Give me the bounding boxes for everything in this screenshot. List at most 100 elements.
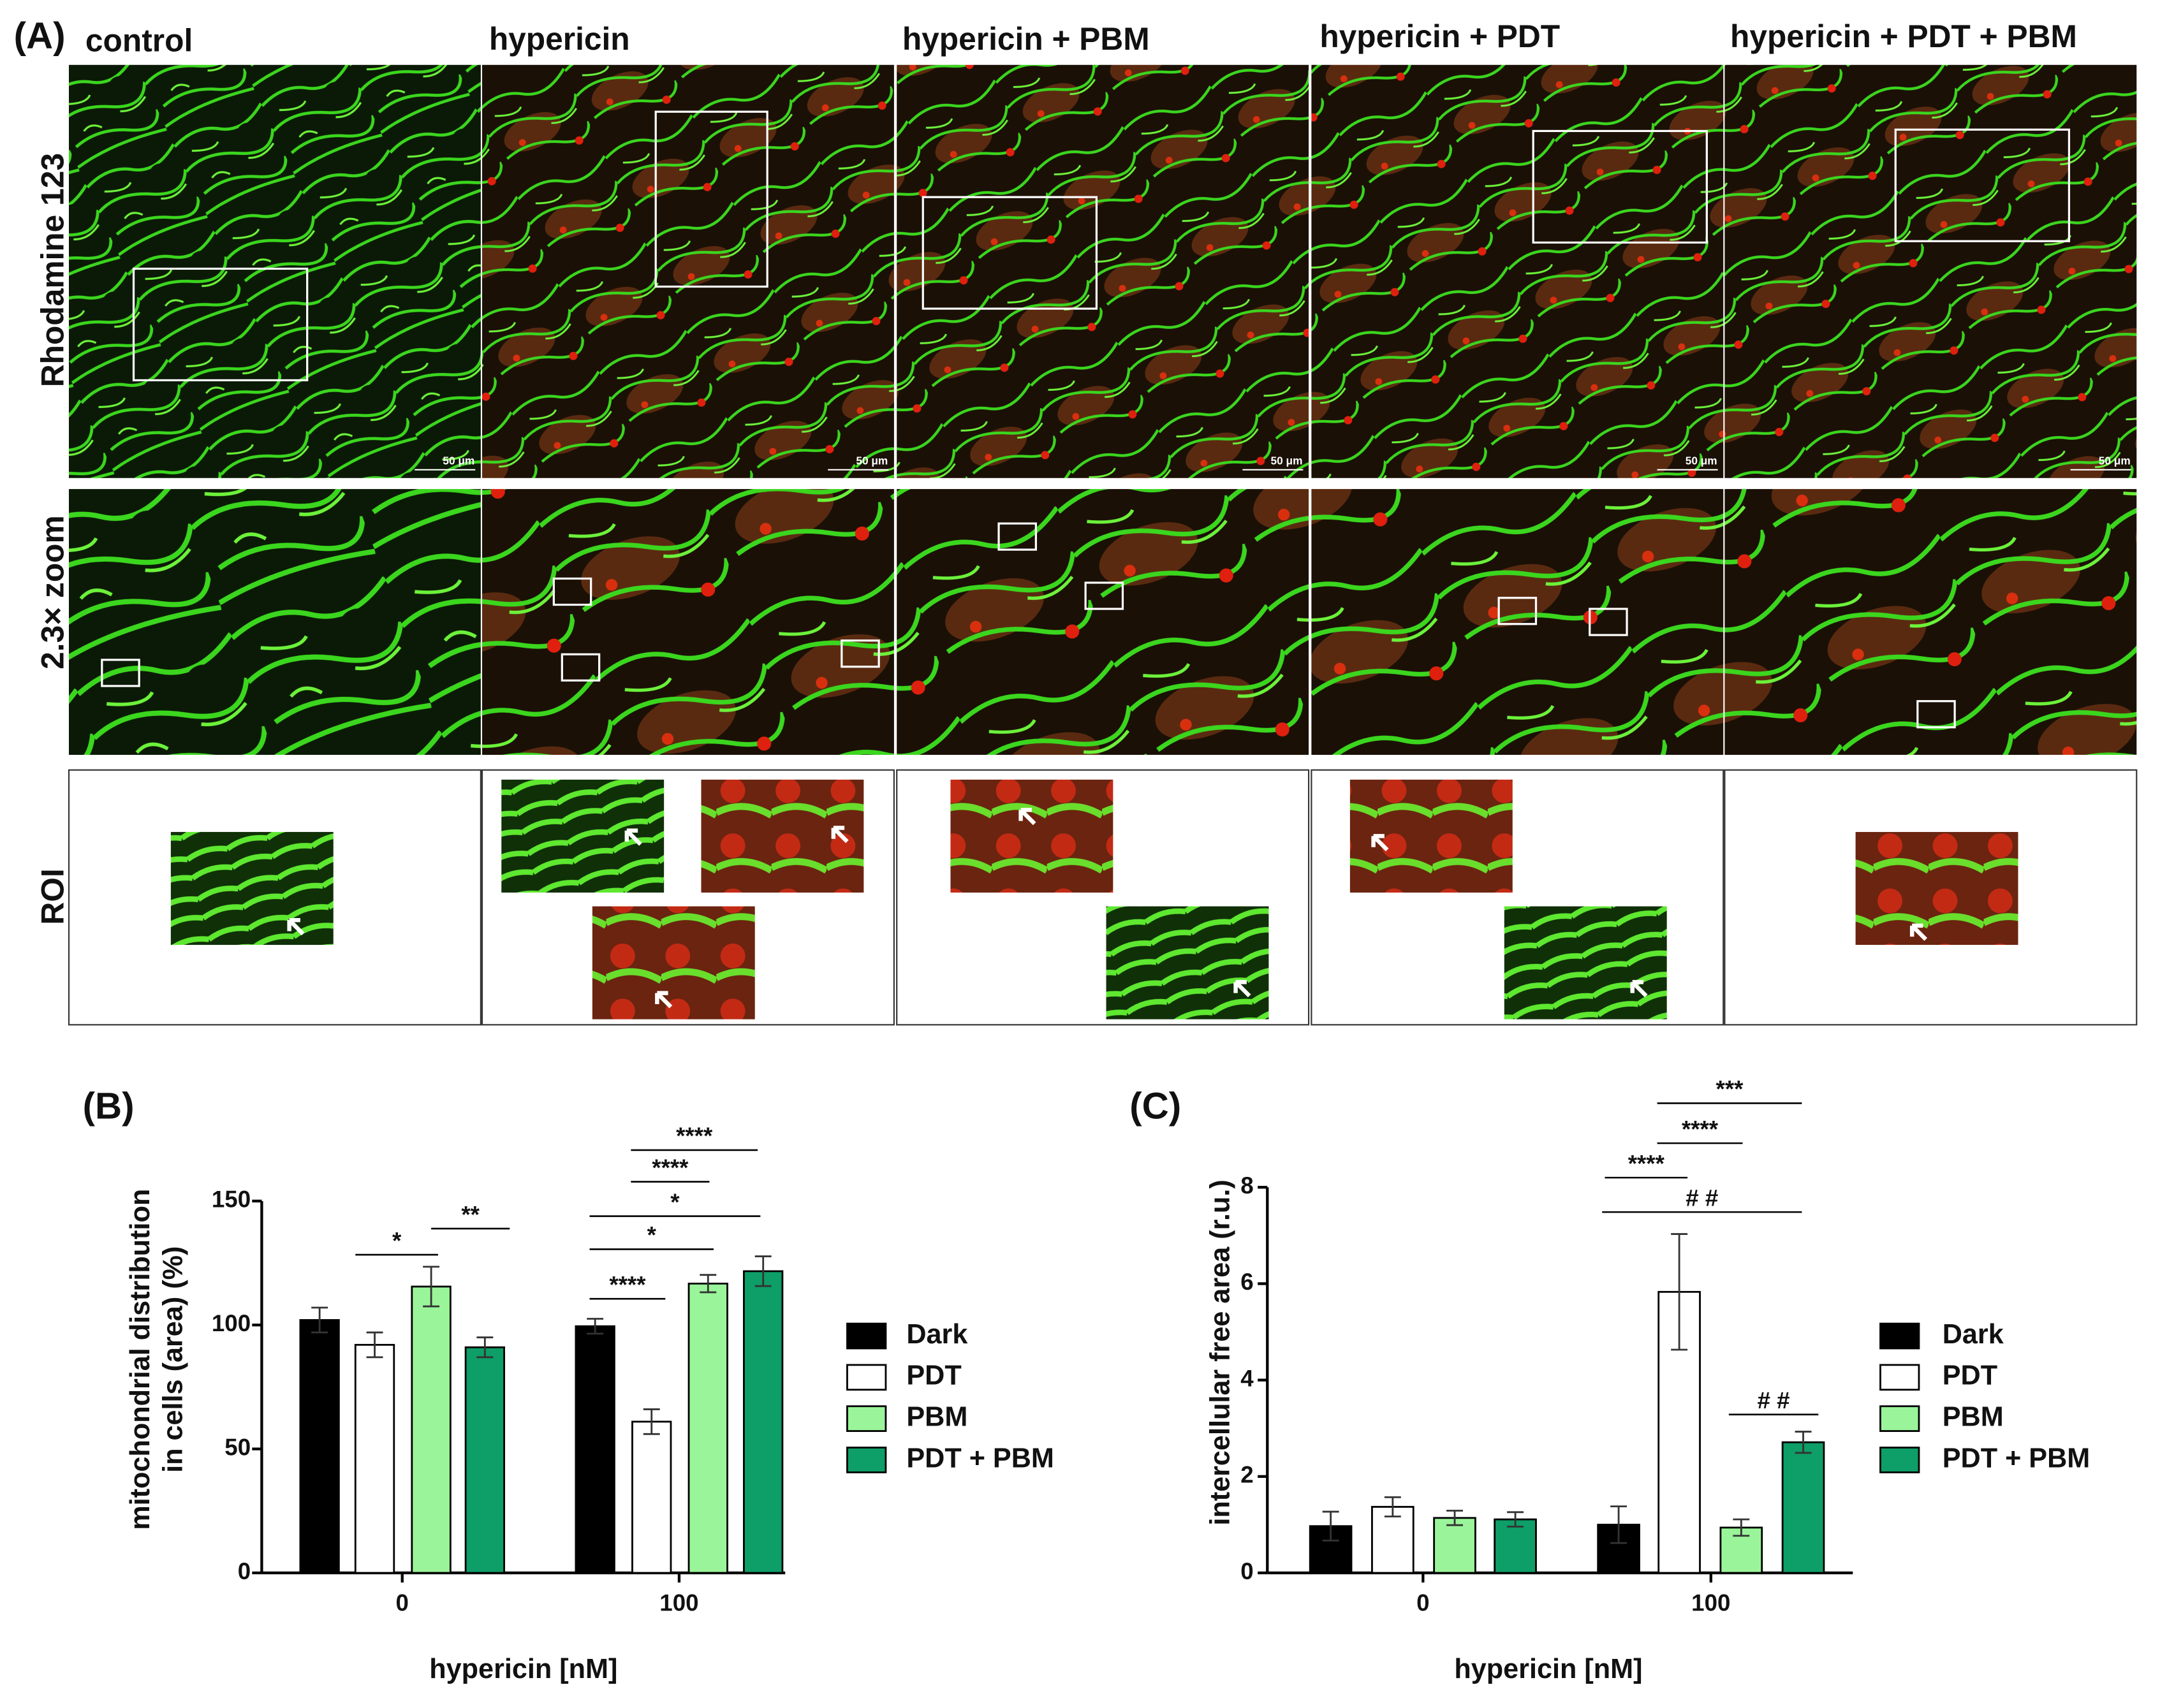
legend-label: PDT bbox=[906, 1361, 961, 1391]
bar bbox=[575, 1325, 615, 1574]
legend-label: PBM bbox=[906, 1402, 967, 1433]
x-tick-label: 0 bbox=[1416, 1589, 1429, 1616]
legend-swatch bbox=[1879, 1405, 1920, 1432]
bar bbox=[464, 1346, 505, 1574]
error-bar bbox=[754, 1255, 772, 1287]
panel-label: (C) bbox=[1129, 1086, 1181, 1127]
error-bar bbox=[1733, 1518, 1750, 1537]
arrow bbox=[287, 917, 305, 936]
scale-bar-label: 50 μm bbox=[1686, 454, 1717, 467]
roi-box bbox=[1084, 581, 1124, 610]
error-bar bbox=[423, 1266, 440, 1308]
roi-image bbox=[501, 779, 665, 893]
x-tick-label: 100 bbox=[659, 1589, 698, 1616]
inset-box bbox=[922, 196, 1098, 310]
micrograph bbox=[482, 64, 894, 478]
roi-box bbox=[1589, 608, 1628, 636]
arrow bbox=[1630, 980, 1648, 998]
significance-label: **** bbox=[676, 1123, 713, 1149]
micrograph bbox=[69, 64, 481, 478]
error-bar bbox=[1446, 1510, 1464, 1526]
scale-bar-label: 50 μm bbox=[1271, 454, 1303, 467]
legend-label: PDT bbox=[1943, 1361, 1997, 1391]
panel-label: (B) bbox=[83, 1086, 135, 1127]
roi-box bbox=[1916, 700, 1956, 729]
roi-box bbox=[997, 522, 1037, 551]
bar bbox=[631, 1420, 672, 1574]
bar bbox=[687, 1282, 728, 1574]
x-axis-title: hypericin [nM] bbox=[1454, 1654, 1642, 1684]
micrograph bbox=[1311, 64, 1724, 478]
roi-image bbox=[950, 779, 1113, 893]
arrow bbox=[624, 828, 642, 846]
legend-label: PBM bbox=[1943, 1402, 2004, 1433]
inset-box bbox=[1894, 128, 2071, 242]
inset-box bbox=[1532, 129, 1708, 244]
arrow bbox=[655, 991, 673, 1009]
significance-label: * bbox=[670, 1189, 680, 1215]
y-tick-label: 4 bbox=[1240, 1365, 1254, 1391]
error-bar bbox=[1322, 1510, 1339, 1542]
error-bar bbox=[311, 1306, 328, 1334]
bar bbox=[1371, 1506, 1414, 1574]
column-header: hypericin + PBM bbox=[902, 21, 1150, 57]
legend-swatch bbox=[1879, 1364, 1920, 1391]
roi-box bbox=[561, 653, 601, 682]
roi-image bbox=[170, 831, 334, 945]
significance-label: *** bbox=[1716, 1076, 1744, 1102]
significance-label: **** bbox=[1682, 1116, 1719, 1142]
arrow bbox=[1233, 980, 1251, 998]
error-bar bbox=[587, 1318, 604, 1335]
y-tick-label: 100 bbox=[212, 1310, 251, 1336]
panel-label: (A) bbox=[14, 15, 66, 57]
significance-label: **** bbox=[1628, 1150, 1665, 1176]
column-header: control bbox=[85, 22, 193, 58]
significance-label: # # bbox=[1758, 1387, 1790, 1413]
bar bbox=[299, 1319, 340, 1574]
significance-label: **** bbox=[609, 1271, 646, 1297]
y-axis-title: intercellular free area (r.u.) bbox=[1205, 1179, 1235, 1525]
legend-swatch bbox=[846, 1405, 887, 1432]
error-bar bbox=[476, 1336, 494, 1359]
error-bar bbox=[1795, 1431, 1812, 1454]
inset-box bbox=[654, 110, 768, 288]
roi-image bbox=[701, 779, 864, 893]
bar bbox=[743, 1270, 784, 1574]
row-label: 2.3× zoom bbox=[35, 515, 71, 669]
panel-a: (A) control hypericin hypericin + PBM hy… bbox=[14, 15, 2138, 1026]
legend-label: Dark bbox=[1943, 1319, 2004, 1350]
legend-label: PDT + PBM bbox=[1943, 1443, 2090, 1473]
error-bar bbox=[1610, 1505, 1627, 1544]
zoom-image bbox=[1311, 489, 1724, 755]
bar bbox=[411, 1285, 452, 1574]
y-tick-label: 6 bbox=[1240, 1269, 1253, 1295]
arrow bbox=[1018, 808, 1036, 826]
legend-swatch bbox=[846, 1447, 887, 1473]
y-tick-label: 0 bbox=[1240, 1558, 1253, 1584]
legend-swatch bbox=[846, 1364, 887, 1391]
legend-swatch bbox=[1879, 1447, 1920, 1473]
legend-label: Dark bbox=[906, 1319, 968, 1350]
significance-label: * bbox=[647, 1222, 657, 1248]
error-bar bbox=[1384, 1496, 1401, 1518]
zoom-image bbox=[897, 489, 1309, 755]
arrow bbox=[1909, 923, 1928, 941]
zoom-image bbox=[69, 489, 481, 755]
bar bbox=[1433, 1517, 1476, 1574]
scale-bar-label: 50 μm bbox=[856, 454, 888, 467]
x-tick-label: 0 bbox=[396, 1589, 409, 1616]
roi-box bbox=[1497, 597, 1538, 625]
scale-bar-label: 50 μm bbox=[2099, 454, 2131, 467]
significance-label: # # bbox=[1686, 1185, 1718, 1211]
x-axis-title: hypericin [nM] bbox=[429, 1654, 617, 1684]
roi-image bbox=[1504, 906, 1667, 1019]
zoom-image bbox=[482, 489, 894, 755]
inset-box bbox=[132, 267, 309, 382]
bar bbox=[1494, 1518, 1537, 1574]
roi-box bbox=[841, 639, 880, 668]
row-label: ROI bbox=[35, 868, 71, 924]
significance-label: * bbox=[392, 1227, 402, 1253]
column-header: hypericin + PDT bbox=[1319, 18, 1560, 54]
